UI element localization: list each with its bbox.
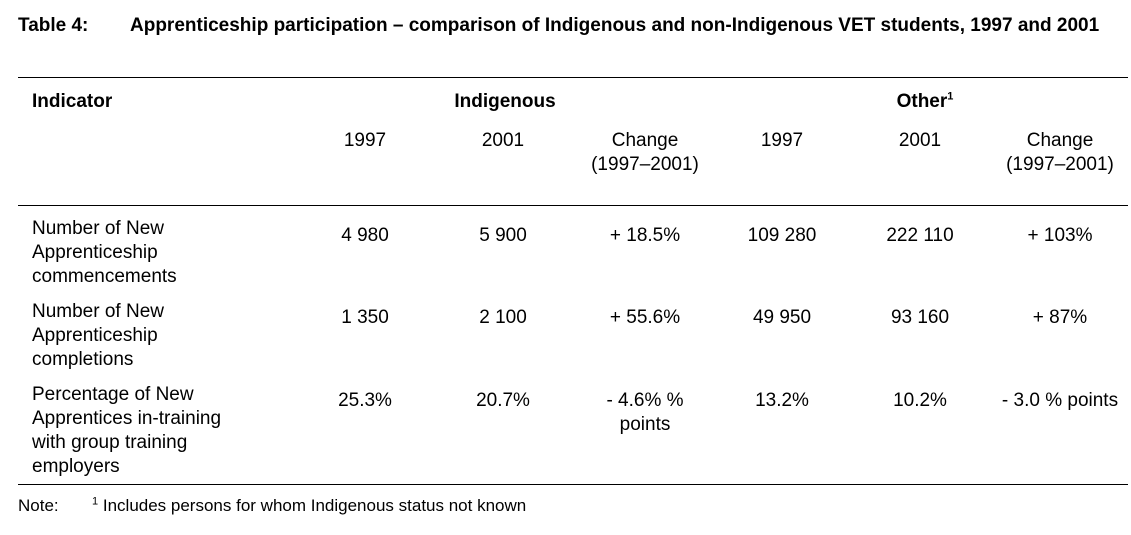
table-caption: Apprenticeship participation – compariso… bbox=[130, 15, 1100, 36]
table-cell: 93 160 bbox=[890, 307, 950, 328]
table-cell: 2 100 bbox=[479, 307, 527, 328]
row-completions-indicator: Number of New Apprenticeship completions bbox=[32, 301, 164, 370]
table-cell: - 3.0 % points bbox=[1001, 390, 1119, 411]
footnote: 1 Includes persons for whom Indigenous s… bbox=[92, 495, 526, 517]
header-change-other: Change (1997–2001) bbox=[1006, 130, 1114, 175]
footnote-sup: 1 bbox=[92, 495, 99, 508]
table-cell: 1 350 bbox=[341, 307, 389, 328]
table-cell: 49 950 bbox=[752, 307, 812, 328]
header-year-2001-indigenous: 2001 bbox=[481, 130, 525, 151]
note-label: Note: bbox=[18, 496, 59, 515]
footnote-text: Includes persons for whom Indigenous sta… bbox=[102, 496, 527, 515]
row-group-training-indicator: Percentage of New Apprentices in-trainin… bbox=[32, 384, 222, 477]
table-cell: + 103% bbox=[1027, 225, 1093, 246]
table-cell: - 4.6% % points bbox=[606, 390, 684, 435]
header-indigenous: Indigenous bbox=[454, 91, 556, 112]
header-indicator: Indicator bbox=[32, 91, 113, 112]
header-year-1997-indigenous: 1997 bbox=[343, 130, 387, 151]
bottom-rule bbox=[18, 484, 1128, 485]
table-cell: + 18.5% bbox=[609, 225, 681, 246]
header-other: Other1 bbox=[896, 90, 954, 112]
table-cell: + 55.6% bbox=[609, 307, 681, 328]
header-year-2001-other: 2001 bbox=[898, 130, 942, 151]
top-rule bbox=[18, 77, 1128, 78]
footnote-marker: 1 bbox=[947, 90, 954, 103]
header-rule bbox=[18, 205, 1128, 206]
table-cell: 222 110 bbox=[886, 225, 954, 246]
table-cell: 20.7% bbox=[476, 390, 530, 411]
table-cell: 25.3% bbox=[338, 390, 392, 411]
header-change-indigenous: Change (1997–2001) bbox=[591, 130, 699, 175]
table-cell: 5 900 bbox=[479, 225, 527, 246]
table-cell: 10.2% bbox=[893, 390, 947, 411]
table-cell: 4 980 bbox=[341, 225, 389, 246]
table-cell: + 87% bbox=[1032, 307, 1088, 328]
table-number: Table 4: bbox=[18, 15, 89, 36]
header-year-1997-other: 1997 bbox=[760, 130, 804, 151]
row-commencements-indicator: Number of New Apprenticeship commencemen… bbox=[32, 218, 177, 287]
table-cell: 109 280 bbox=[747, 225, 817, 246]
table-cell: 13.2% bbox=[755, 390, 809, 411]
